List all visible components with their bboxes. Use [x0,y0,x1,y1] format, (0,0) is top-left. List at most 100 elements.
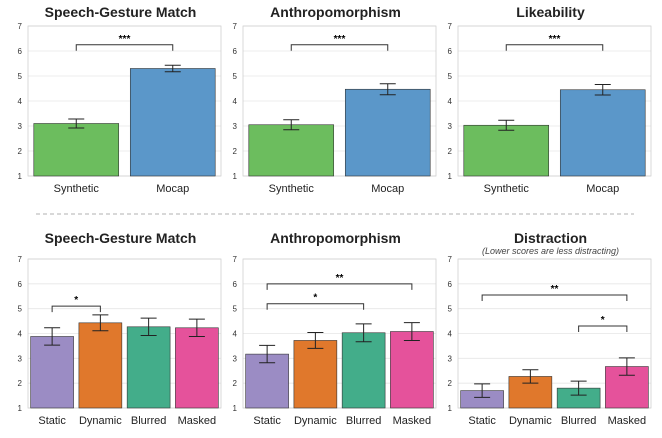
significance-label: *** [119,34,131,45]
y-tick-label: 2 [448,147,453,156]
y-tick-label: 5 [448,72,453,81]
chart-title: Distraction [514,230,587,246]
bar-masked [390,331,434,409]
y-tick-label: 6 [18,280,23,289]
y-tick-label: 3 [448,122,453,131]
plot-frame [242,258,437,409]
y-tick-label: 6 [233,280,238,289]
y-tick-label: 6 [18,47,23,56]
significance-label: * [74,295,78,306]
x-tick-label: Dynamic [79,415,122,427]
y-tick-label: 1 [233,404,238,413]
significance-bracket [505,44,604,51]
y-tick-label: 4 [448,330,453,339]
y-tick-label: 1 [448,404,453,413]
significance-label: * [601,315,605,326]
bar-blurred [126,326,171,409]
x-tick-label: Masked [393,415,432,427]
y-tick-label: 2 [18,379,23,388]
plot-frame [457,258,652,409]
y-tick-label: 3 [233,354,238,363]
y-tick-label: 6 [448,47,453,56]
chart-panel-2: 1 2 3 4 5 6 7 Synthetic Mocap *** Anthropomorphism [233,4,437,195]
x-tick-label: Static [253,415,281,427]
x-tick-label: Dynamic [294,415,337,427]
bar-mocap [129,68,216,177]
y-tick-label: 7 [233,22,238,31]
y-tick-label: 1 [18,404,23,413]
bar-masked [175,327,219,409]
bar-blurred [341,332,386,409]
significance-bracket [51,305,101,313]
y-tick-label: 2 [233,379,238,388]
significance-bracket [75,44,174,51]
y-tick-label: 7 [18,22,23,31]
chart-title: Speech-Gesture Match [45,230,197,246]
significance-label: *** [334,34,346,45]
bar-dynamic [293,340,338,409]
y-tick-label: 7 [448,255,453,264]
x-tick-label: Mocap [156,183,189,195]
y-tick-label: 3 [233,122,238,131]
plot-frame [457,25,652,177]
chart-title: Speech-Gesture Match [45,4,197,20]
y-tick-label: 4 [233,97,238,106]
y-tick-label: 2 [18,147,23,156]
y-tick-label: 7 [448,22,453,31]
x-tick-label: Masked [178,415,217,427]
chart-subtitle: (Lower scores are less distracting) [482,246,619,256]
bar-mocap [344,88,431,177]
x-tick-label: Masked [608,415,647,427]
significance-bracket [266,303,365,310]
x-tick-label: Static [468,415,496,427]
plot-frame [27,25,222,177]
y-tick-label: 6 [233,47,238,56]
significance-label: ** [551,284,559,295]
plot-frame [242,25,437,177]
y-tick-label: 4 [233,330,238,339]
y-tick-label: 4 [18,330,23,339]
y-tick-label: 5 [18,305,23,314]
bar-synthetic [248,124,335,177]
y-tick-label: 3 [448,354,453,363]
chart-title: Anthropomorphism [270,4,401,20]
x-tick-label: Mocap [586,183,619,195]
x-tick-label: Synthetic [484,183,530,195]
bar-synthetic [463,124,550,177]
y-tick-label: 6 [448,280,453,289]
chart-title: Anthropomorphism [270,230,401,246]
y-tick-label: 1 [18,172,23,181]
bar-mocap [559,89,646,177]
plot-frame [27,258,222,409]
y-tick-label: 5 [233,72,238,81]
y-tick-label: 4 [448,97,453,106]
x-tick-label: Dynamic [509,415,552,427]
y-tick-label: 3 [18,354,23,363]
chart-panel-4: 1 2 3 4 5 6 7 Static Dynamic Blurred Masked * Speech… [18,230,222,427]
bar-static [30,336,74,409]
y-tick-label: 7 [233,255,238,264]
y-tick-label: 1 [233,172,238,181]
significance-bracket [578,325,628,333]
significance-bracket [481,294,628,302]
y-tick-label: 5 [18,72,23,81]
y-tick-label: 3 [18,122,23,131]
y-tick-label: 7 [18,255,23,264]
y-tick-label: 1 [448,172,453,181]
chart-panel-1: 1 2 3 4 5 6 7 Synthetic Mocap *** Speech-Gesture M… [18,4,222,195]
x-tick-label: Mocap [371,183,404,195]
chart-panel-3: 1 2 3 4 5 6 7 Synthetic Mocap *** Likeability [448,4,652,195]
significance-label: ** [336,273,344,284]
bar-synthetic [33,123,120,177]
y-tick-label: 5 [448,305,453,314]
x-tick-label: Synthetic [269,183,315,195]
x-tick-label: Synthetic [54,183,100,195]
chart-title: Likeability [516,4,585,20]
significance-bracket [266,283,413,290]
y-tick-label: 2 [233,147,238,156]
x-tick-label: Static [38,415,66,427]
